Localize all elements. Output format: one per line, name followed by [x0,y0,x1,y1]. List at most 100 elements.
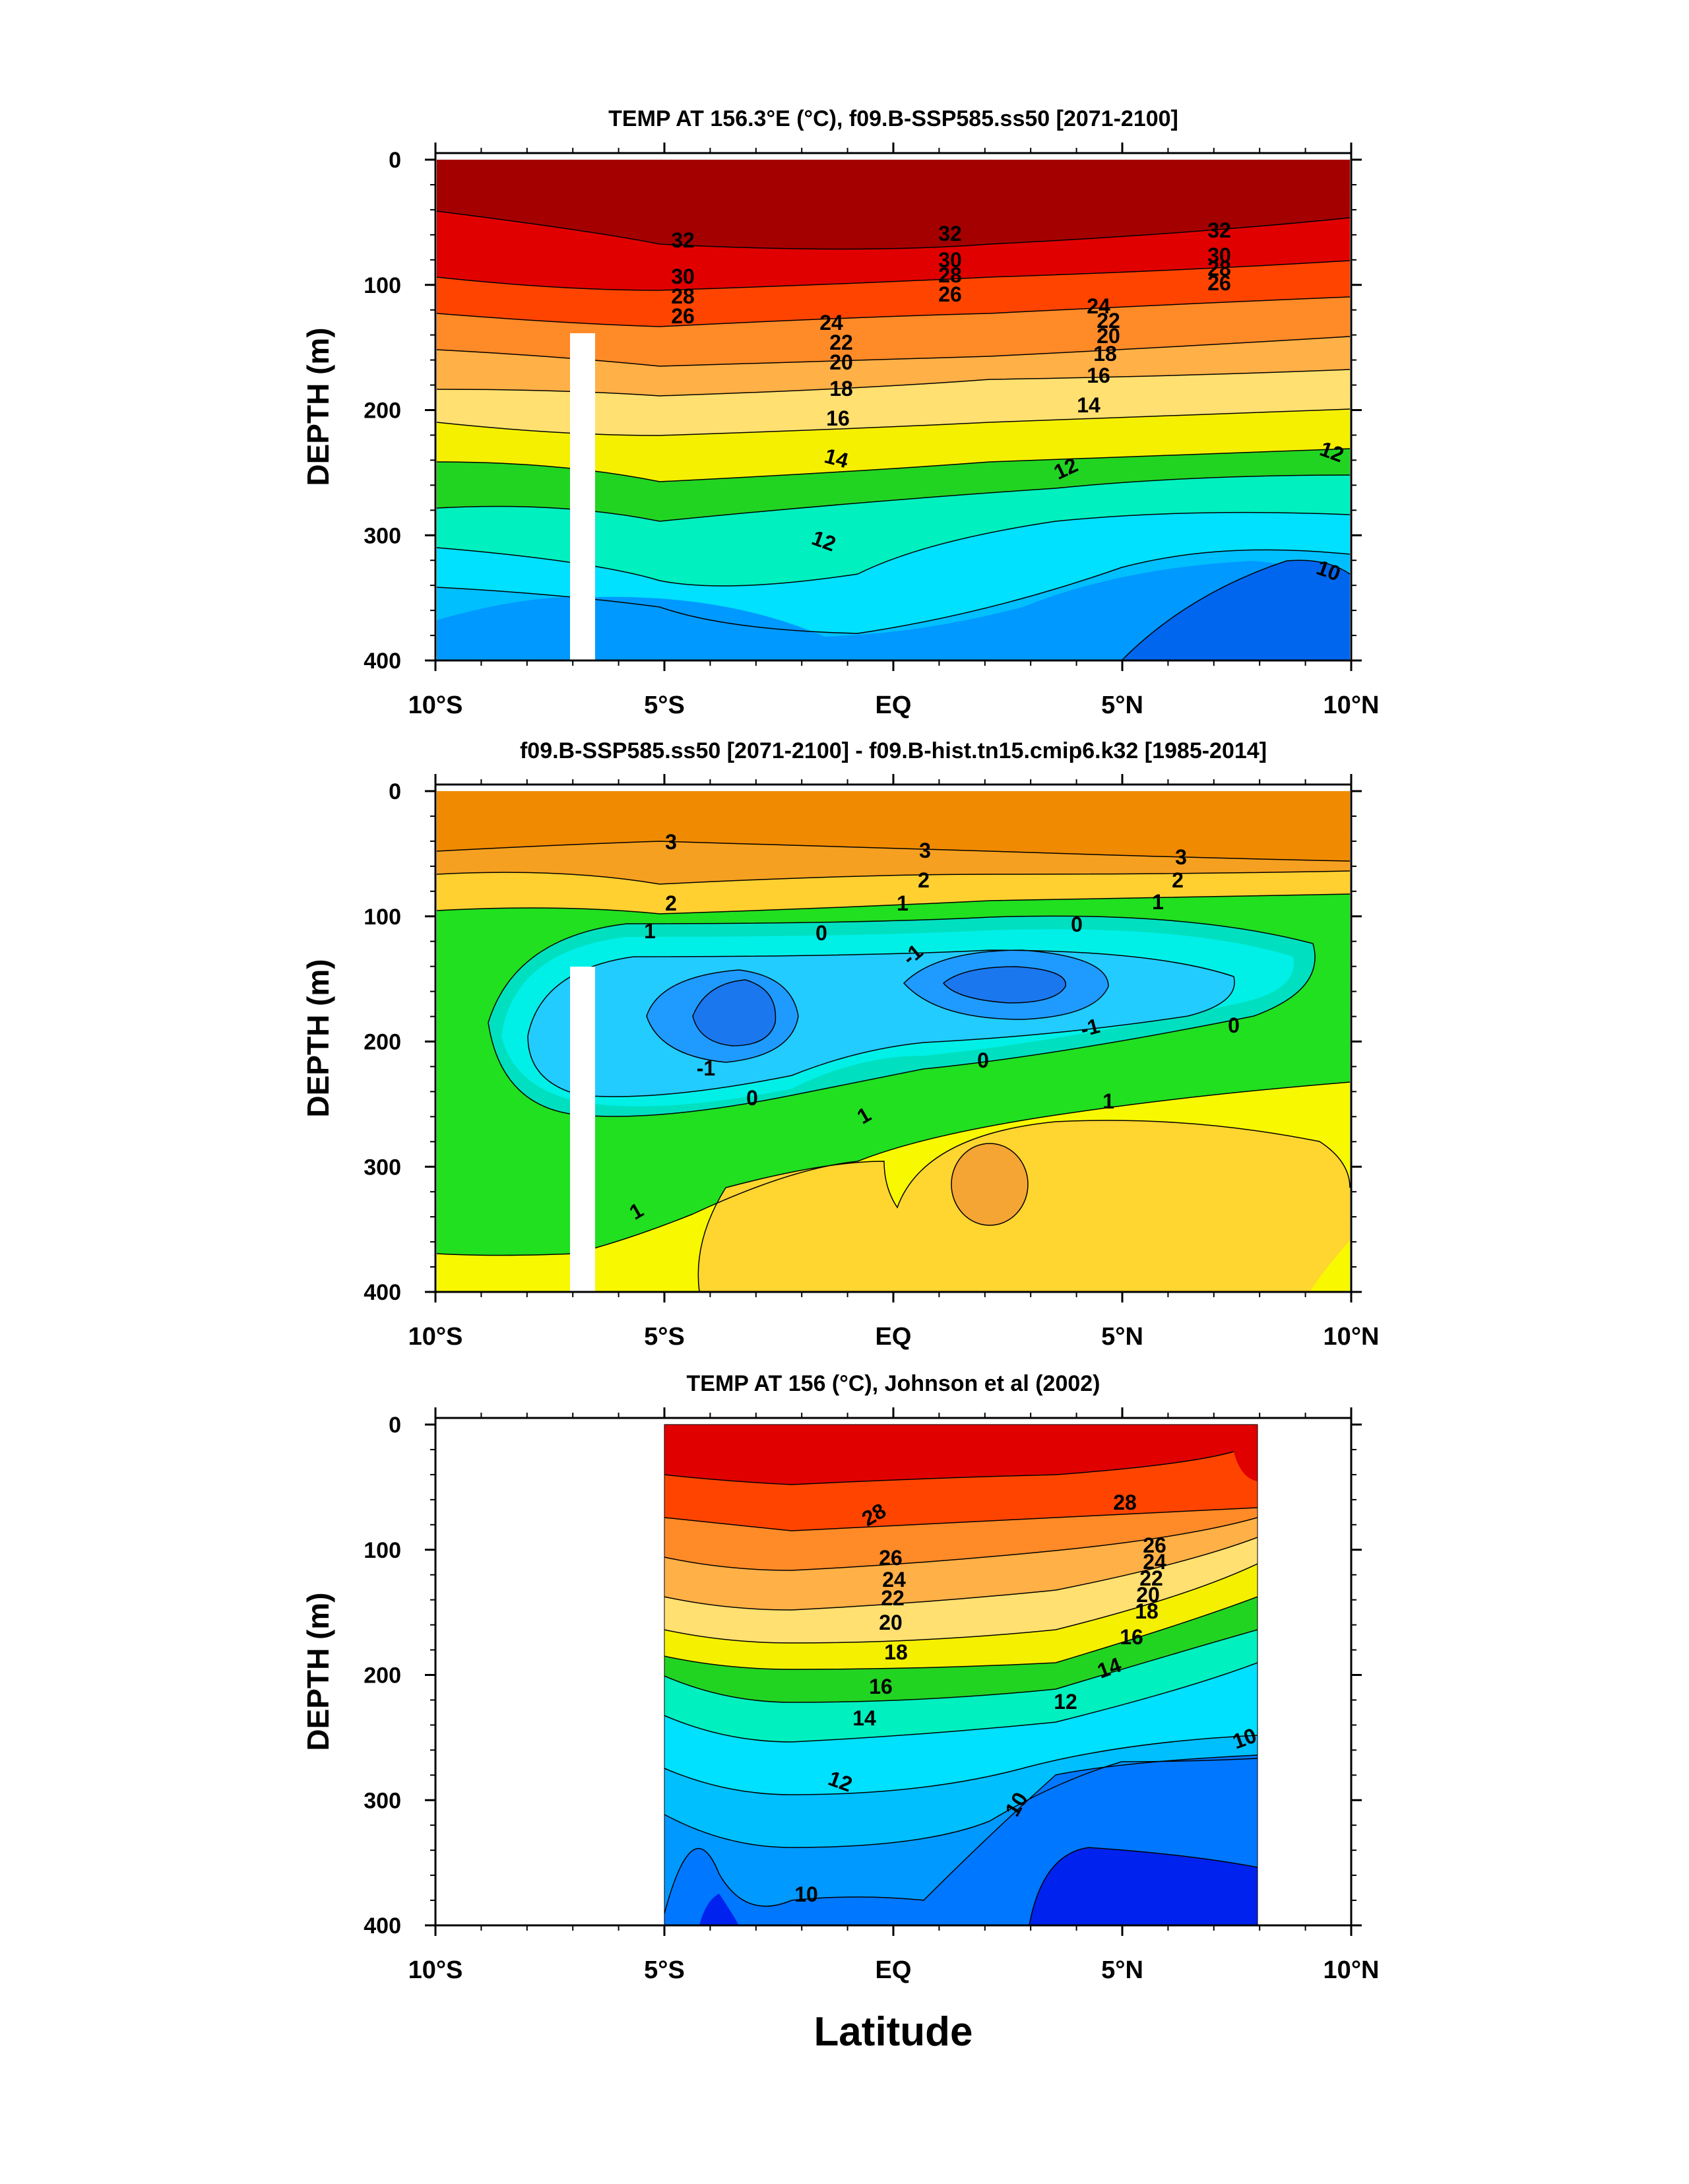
contour-label: 10 [794,1882,818,1906]
contour-label: 3 [665,830,677,854]
band-34 [437,160,1350,179]
contour-label: 0 [746,1086,758,1110]
y-tick-label: 100 [364,273,401,298]
x-tick-label: 10°N [1323,1956,1380,1984]
y-axis-title: DEPTH (m) [301,1592,335,1750]
x-axis-title: Latitude [813,2009,972,2055]
contour-label: 26 [671,304,695,328]
contour-label: 1 [897,891,908,915]
panel-2-contour-fill [435,785,1351,1292]
contour-label: 32 [938,222,962,245]
contour-label: 24 [819,311,843,335]
x-tick-label: 10°S [408,1323,463,1351]
contour-label: 18 [829,377,853,401]
x-tick-label: EQ [876,1323,912,1351]
contour-label: 1 [1102,1089,1114,1113]
x-tick-label: 5°S [644,1323,685,1351]
panel-3-title: TEMP AT 156 (°C), Johnson et al (2002) [687,1371,1100,1396]
y-tick-label: 400 [364,1280,401,1305]
panel-1-contour-fill [435,153,1351,660]
y-tick-label: 300 [364,1155,401,1180]
x-tick-label: EQ [876,1956,912,1984]
contour-label: 28 [938,263,962,287]
contour-label: 30 [671,265,695,288]
contour-label: 32 [671,228,695,252]
contour-label: 20 [1136,1583,1160,1607]
contour-label: 24 [1087,294,1110,318]
contour-label: 16 [1087,364,1110,387]
x-tick-label: EQ [876,691,912,719]
contour-label: 26 [1207,271,1231,295]
contour-label: 20 [1097,324,1120,348]
contour-label: 2 [1172,868,1184,892]
contour-label: 12 [1054,1690,1077,1714]
contour-label: 28 [1207,257,1231,280]
x-tick-label: 5°N [1101,1323,1143,1351]
y-tick-label: 200 [364,1030,401,1055]
panel-temperature-difference: f09.B-SSP585.ss50 [2071-2100] - f09.B-hi… [434,738,1353,1293]
contour-label: 16 [826,406,850,430]
panel-model-temperature: TEMP AT 156.3°E (°C), f09.B-SSP585.ss50 … [434,106,1353,662]
contour-label: 14 [852,1706,876,1730]
y-tick-label: 200 [364,1663,401,1688]
y-tick-label: 0 [389,148,401,173]
contour-label: -1 [697,1056,715,1080]
contour-label: 20 [879,1611,903,1634]
y-axis-title: DEPTH (m) [301,959,335,1117]
y-tick-label: 0 [389,1413,401,1438]
x-tick-label: 10°N [1323,1323,1380,1351]
x-tick-label: 10°S [408,691,463,719]
contour-label: 0 [1228,1013,1240,1037]
y-tick-label: 100 [364,905,401,930]
contour-label: 0 [1071,913,1083,936]
contour-label: 18 [1093,342,1117,366]
contour-label: 32 [1207,218,1231,242]
x-tick-label: 10°S [408,1956,463,1984]
contour-label: 30 [938,248,962,272]
y-tick-label: 400 [364,1913,401,1939]
contour-label: 26 [938,282,962,306]
y-tick-label: 300 [364,1788,401,1813]
panel-3-contour-fill [435,1418,1351,1925]
y-tick-label: 300 [364,523,401,548]
contour-label: 22 [829,331,853,354]
contour-label: 2 [665,891,677,915]
contour-label: 28 [671,284,695,308]
contour-label: 30 [1207,243,1231,267]
contour-label: 16 [869,1675,893,1698]
contour-label: 18 [1135,1599,1159,1623]
panel-1-title: TEMP AT 156.3°E (°C), f09.B-SSP585.ss50 … [608,106,1178,131]
panel-2-title: f09.B-SSP585.ss50 [2071-2100] - f09.B-hi… [520,738,1267,763]
y-tick-label: 400 [364,649,401,674]
contour-label: 28 [1113,1491,1137,1514]
contour-label: 24 [1143,1550,1166,1574]
contour-label: 22 [1139,1566,1163,1590]
contour-label: 22 [881,1586,905,1610]
x-tick-label: 10°N [1323,691,1380,719]
x-tick-label: 5°S [644,691,685,719]
contour-label: 16 [1120,1625,1143,1649]
contour-label: 26 [1143,1533,1166,1557]
contour-label: 1 [1152,890,1164,914]
x-tick-label: 5°N [1101,1956,1143,1984]
contour-label: 26 [879,1546,903,1570]
contour-label: 14 [1077,393,1100,417]
contour-label: 24 [882,1568,906,1591]
contour-label: 3 [1175,845,1187,869]
panel-observed-temperature: TEMP AT 156 (°C), Johnson et al (2002) [434,1371,1353,1927]
contour-label: 0 [977,1048,989,1072]
y-axis-title: DEPTH (m) [301,327,335,486]
contour-label: 20 [829,350,853,374]
masked-column [570,967,595,1292]
contour-label: 18 [884,1640,908,1664]
contour-label: 3 [919,839,931,862]
contour-label: 22 [1097,309,1120,333]
panel-2-contour-labels: 3 3 3 2 2 2 1 1 1 0 0 0 0 0 -1 -1 -1 1 1… [625,830,1240,1225]
contour-label: 0 [815,921,827,945]
contour-label: 1 [644,919,656,943]
y-tick-label: 0 [389,779,401,804]
contour-label: 2 [918,868,930,892]
y-tick-label: 100 [364,1538,401,1563]
